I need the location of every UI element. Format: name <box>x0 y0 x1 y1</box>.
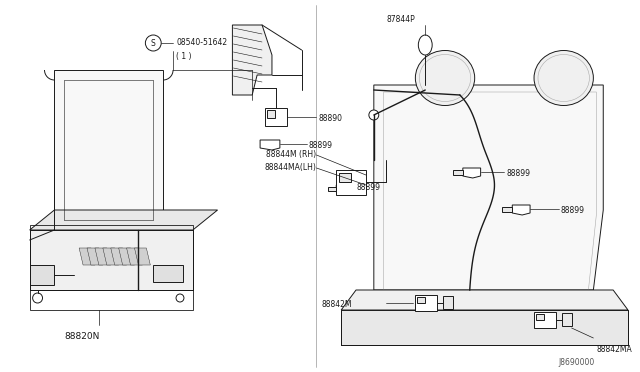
Polygon shape <box>127 248 143 265</box>
Polygon shape <box>339 173 351 182</box>
Text: J8690000: J8690000 <box>559 358 595 367</box>
Circle shape <box>369 110 379 120</box>
Polygon shape <box>265 108 287 126</box>
Polygon shape <box>29 210 218 230</box>
Polygon shape <box>328 187 336 191</box>
Polygon shape <box>95 248 111 265</box>
Polygon shape <box>232 25 272 95</box>
Polygon shape <box>512 205 530 215</box>
Text: 08540-51642: 08540-51642 <box>176 38 227 47</box>
Circle shape <box>145 35 161 51</box>
Polygon shape <box>536 314 544 320</box>
Polygon shape <box>118 248 134 265</box>
Polygon shape <box>79 248 95 265</box>
Polygon shape <box>502 207 512 212</box>
Polygon shape <box>453 170 463 175</box>
Polygon shape <box>463 168 481 178</box>
Polygon shape <box>134 248 150 265</box>
Polygon shape <box>260 140 280 150</box>
Polygon shape <box>87 248 103 265</box>
Text: 88899: 88899 <box>308 141 333 150</box>
Text: 88899: 88899 <box>506 169 531 178</box>
Ellipse shape <box>415 51 475 106</box>
Circle shape <box>33 293 42 303</box>
Text: 88899: 88899 <box>561 206 585 215</box>
Polygon shape <box>54 70 163 230</box>
Text: 88890: 88890 <box>319 114 342 123</box>
Text: 88899: 88899 <box>356 183 380 192</box>
Ellipse shape <box>419 35 432 55</box>
Polygon shape <box>417 297 425 303</box>
Ellipse shape <box>534 51 593 106</box>
Polygon shape <box>374 85 604 290</box>
Polygon shape <box>154 265 183 282</box>
Polygon shape <box>341 310 628 345</box>
Text: 88820N: 88820N <box>64 332 100 341</box>
Polygon shape <box>29 230 193 290</box>
Polygon shape <box>336 185 354 194</box>
Text: 88842M: 88842M <box>321 300 352 309</box>
Text: 88844M (RH): 88844M (RH) <box>266 150 316 159</box>
Text: ( 1 ): ( 1 ) <box>176 52 191 61</box>
Polygon shape <box>29 265 54 285</box>
Text: 88842MA: 88842MA <box>596 345 632 354</box>
Polygon shape <box>103 248 118 265</box>
Polygon shape <box>111 248 127 265</box>
Text: 88844MA(LH): 88844MA(LH) <box>264 163 316 172</box>
Polygon shape <box>415 295 437 311</box>
Text: 87844P: 87844P <box>386 15 415 24</box>
Circle shape <box>176 294 184 302</box>
Polygon shape <box>336 170 366 195</box>
Polygon shape <box>267 110 275 118</box>
Polygon shape <box>341 290 628 310</box>
Text: S: S <box>151 38 156 48</box>
Polygon shape <box>562 313 572 326</box>
Polygon shape <box>443 296 453 309</box>
Polygon shape <box>534 312 556 328</box>
